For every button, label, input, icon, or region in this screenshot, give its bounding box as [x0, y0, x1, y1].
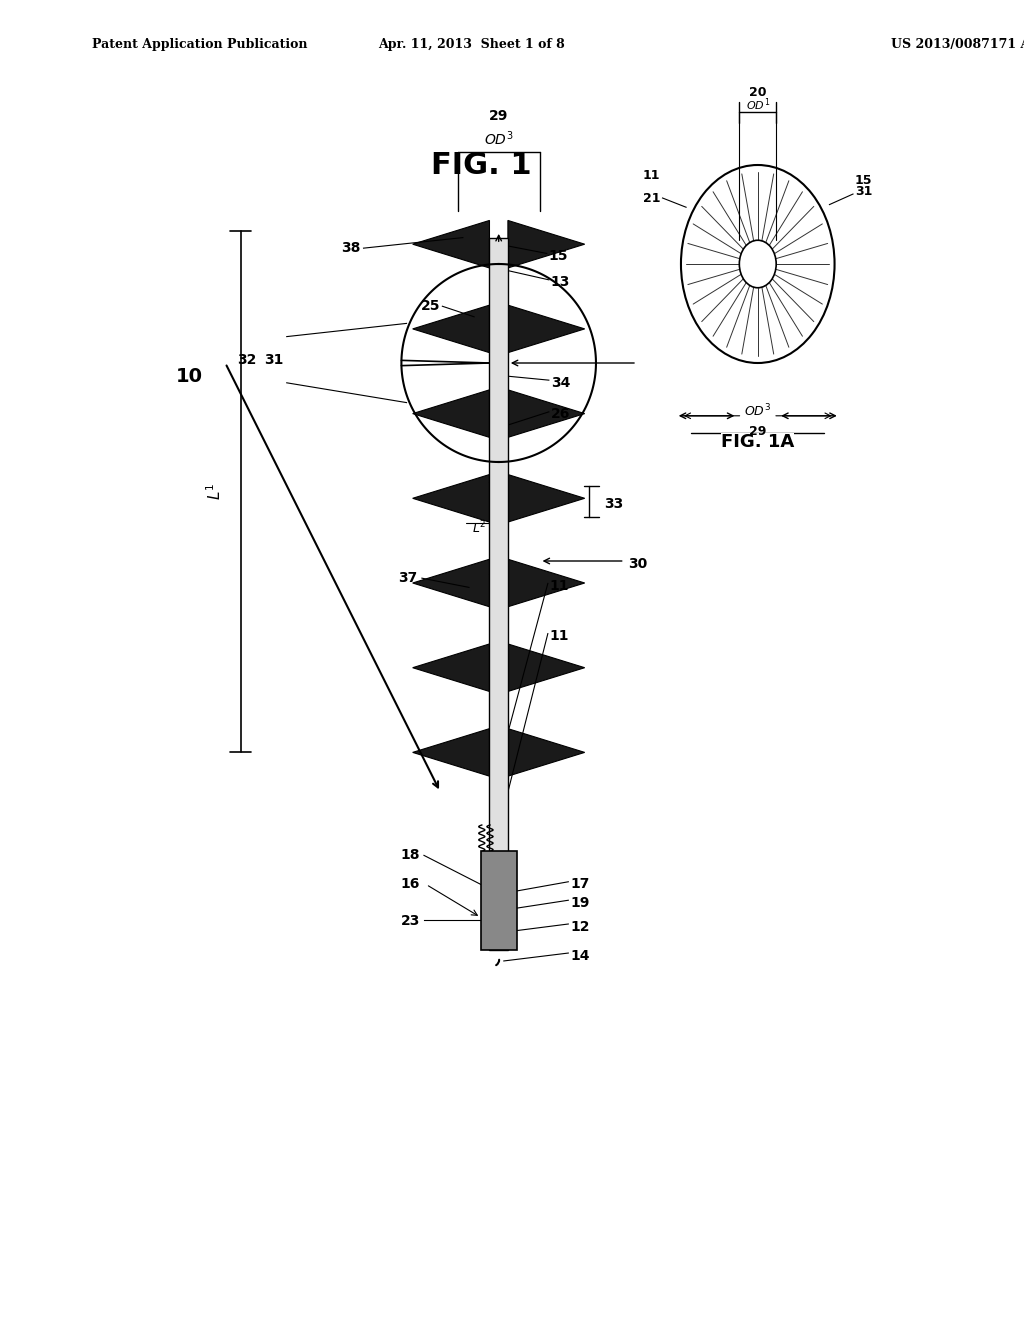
Polygon shape	[508, 560, 585, 607]
Polygon shape	[413, 475, 489, 523]
Text: 29: 29	[489, 110, 508, 123]
Text: Apr. 11, 2013  Sheet 1 of 8: Apr. 11, 2013 Sheet 1 of 8	[378, 38, 564, 51]
Text: 15: 15	[855, 174, 872, 187]
Text: 32: 32	[237, 354, 256, 367]
Text: $OD^1$: $OD^1$	[745, 96, 770, 112]
Text: 21: 21	[643, 191, 660, 205]
Circle shape	[739, 240, 776, 288]
Polygon shape	[508, 729, 585, 776]
Text: Patent Application Publication: Patent Application Publication	[92, 38, 307, 51]
Text: 19: 19	[570, 896, 590, 909]
Text: 26: 26	[551, 408, 570, 421]
Polygon shape	[508, 305, 585, 352]
Polygon shape	[413, 560, 489, 607]
Text: 16: 16	[400, 878, 420, 891]
Text: 11: 11	[550, 630, 569, 643]
Text: 23: 23	[400, 915, 420, 928]
Polygon shape	[508, 389, 585, 437]
Text: 38: 38	[341, 242, 360, 255]
Text: 11: 11	[643, 169, 660, 182]
Text: 14: 14	[570, 949, 590, 962]
Text: 15: 15	[549, 249, 568, 263]
Polygon shape	[413, 389, 489, 437]
Text: $OD^3$: $OD^3$	[483, 129, 514, 148]
Polygon shape	[508, 475, 585, 523]
Text: $L^1$: $L^1$	[206, 482, 224, 500]
Text: 20: 20	[749, 86, 767, 99]
Text: $L^2$: $L^2$	[472, 520, 486, 536]
Polygon shape	[413, 729, 489, 776]
Polygon shape	[413, 644, 489, 692]
Text: 25: 25	[421, 300, 440, 313]
Text: 37: 37	[398, 572, 418, 585]
FancyBboxPatch shape	[481, 851, 516, 950]
Text: 31: 31	[264, 354, 284, 367]
Text: 29: 29	[750, 425, 766, 438]
Text: 31: 31	[855, 185, 872, 198]
Polygon shape	[413, 305, 489, 352]
Polygon shape	[508, 220, 585, 268]
Text: US 2013/0087171 A1: US 2013/0087171 A1	[891, 38, 1024, 51]
Text: 12: 12	[570, 920, 590, 933]
Text: FIG. 1A: FIG. 1A	[721, 433, 795, 451]
Text: 13: 13	[551, 276, 570, 289]
Polygon shape	[508, 644, 585, 692]
Text: 34: 34	[551, 376, 570, 389]
Text: $OD^3$: $OD^3$	[744, 403, 771, 420]
FancyBboxPatch shape	[489, 238, 508, 950]
Text: 17: 17	[570, 878, 590, 891]
Polygon shape	[413, 220, 489, 268]
Text: 30: 30	[628, 557, 647, 570]
Text: 33: 33	[604, 498, 624, 511]
Text: 10: 10	[176, 367, 203, 385]
Text: FIG. 1: FIG. 1	[431, 150, 531, 180]
Text: 18: 18	[400, 849, 420, 862]
Text: 11: 11	[550, 579, 569, 593]
